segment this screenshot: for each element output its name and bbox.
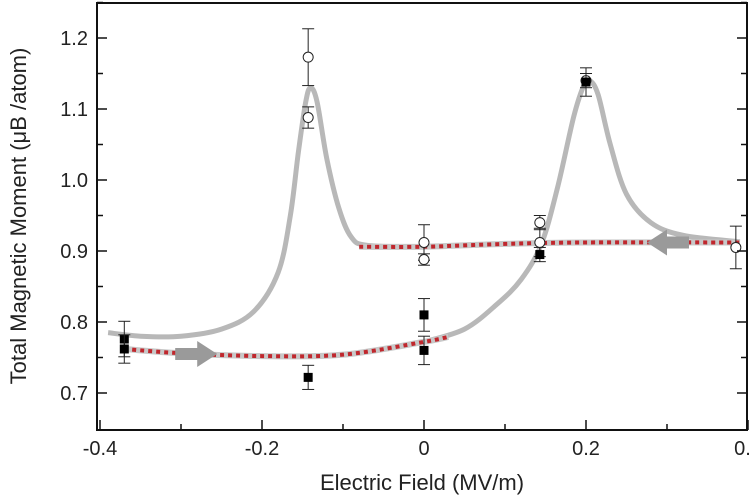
- y-tick-label: 0.7: [60, 383, 88, 405]
- x-tick-label: -0.2: [245, 438, 279, 460]
- y-tick-label: 1.1: [60, 99, 88, 121]
- y-axis-label: Total Magnetic Moment (μB /atom): [6, 48, 31, 385]
- open-circle-point: [534, 217, 546, 229]
- y-tick-label: 1.2: [60, 28, 88, 50]
- filled-square-point: [303, 372, 313, 382]
- plot-frame: [96, 2, 748, 431]
- arrow-left-icon: [647, 229, 689, 256]
- x-tick-label: 0.2: [572, 438, 600, 460]
- open-circle-point: [418, 236, 430, 248]
- open-circle-point: [534, 236, 546, 248]
- fit-curve-2: [423, 76, 741, 345]
- open-circle-point: [730, 241, 742, 253]
- arrow-right-icon: [175, 340, 218, 367]
- filled-square-point: [119, 344, 129, 354]
- filled-square-point: [419, 310, 429, 320]
- y-tick-label: 1.0: [60, 170, 88, 192]
- x-tick-label: 0: [418, 438, 429, 460]
- x-axis-label: Electric Field (MV/m): [320, 470, 524, 495]
- open-circle-point: [418, 254, 430, 266]
- open-circle-point: [302, 112, 314, 124]
- y-tick-label: 0.8: [60, 312, 88, 334]
- filled-square-point: [535, 250, 545, 260]
- x-tick-label: 0.4: [734, 438, 750, 460]
- x-tick-label: -0.4: [83, 438, 117, 460]
- y-tick-label: 0.9: [60, 241, 88, 263]
- filled-square-point: [581, 77, 591, 87]
- open-circle-point: [302, 51, 314, 63]
- filled-square-point: [419, 345, 429, 355]
- fit-curve-1: [107, 85, 425, 340]
